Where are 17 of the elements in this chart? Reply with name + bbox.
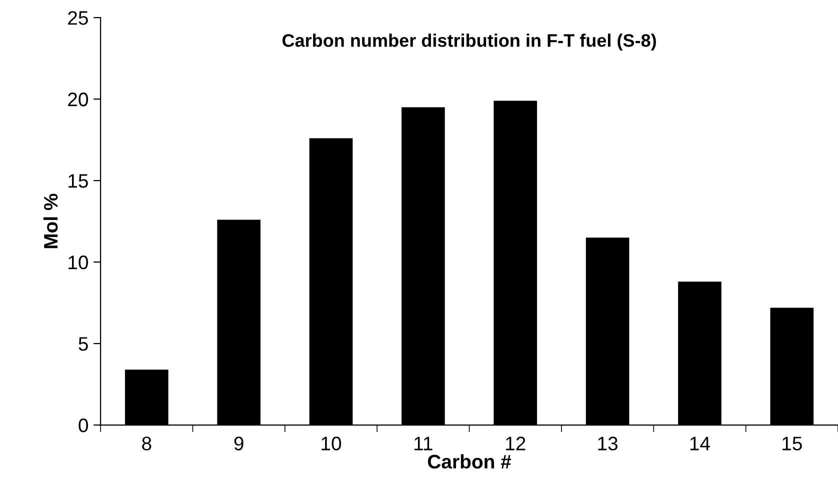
x-tick-label: 9 bbox=[234, 436, 244, 450]
x-tick-label: 15 bbox=[782, 436, 802, 450]
x-tick-label: 12 bbox=[506, 436, 526, 450]
y-tick-label: 5 bbox=[78, 337, 88, 351]
y-tick-label: 20 bbox=[68, 92, 88, 106]
x-axis-title: Carbon # bbox=[428, 454, 512, 469]
y-tick-label: 10 bbox=[68, 256, 88, 270]
x-tick-label: 10 bbox=[322, 436, 342, 450]
x-tick-label: 14 bbox=[690, 436, 710, 450]
y-tick-label: 15 bbox=[68, 174, 88, 188]
x-tick-label: 8 bbox=[142, 436, 152, 450]
x-tick-label: 13 bbox=[598, 436, 618, 450]
y-tick-label: 25 bbox=[68, 11, 88, 25]
x-tick-label: 11 bbox=[414, 436, 432, 450]
y-axis-title: Mol % bbox=[43, 194, 58, 248]
y-tick-label: 0 bbox=[78, 418, 88, 432]
text: Carbon number distribution in F-T fuel (S-8) bbox=[282, 34, 656, 50]
